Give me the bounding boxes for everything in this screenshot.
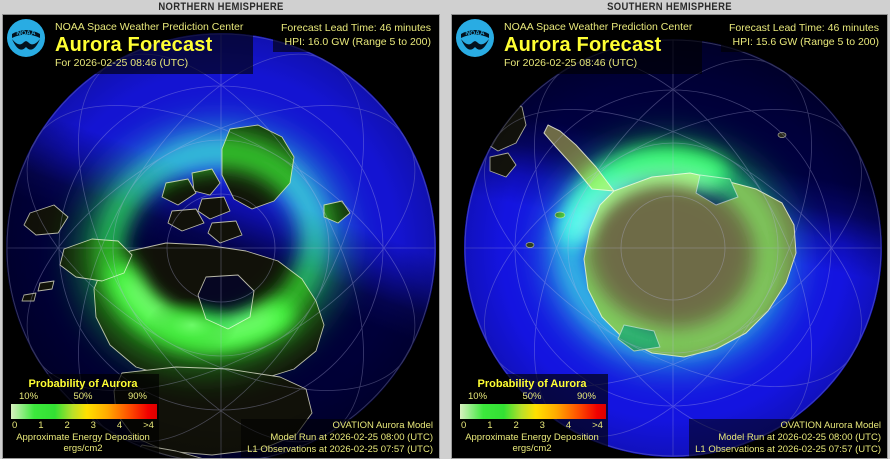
legend-footer-line1: Approximate Energy Deposition	[465, 432, 599, 443]
panel-title-northern: NORTHERN HEMISPHERE	[32, 0, 410, 14]
legend-pct-low: 10%	[468, 391, 488, 402]
legend-tick: 3	[90, 420, 96, 431]
l1-observations: L1 Observations at 2026-02-25 07:57 (UTC…	[247, 444, 433, 455]
valid-time: For 2026-02-25 08:46 (UTC)	[55, 57, 189, 69]
l1-observations: L1 Observations at 2026-02-25 07:57 (UTC…	[695, 444, 881, 455]
legend-tick: 3	[539, 420, 545, 431]
legend-tick: 2	[513, 420, 519, 431]
legend-tick: 2	[64, 420, 70, 431]
legend-colorbar	[11, 404, 157, 419]
legend-pct-high: 90%	[576, 391, 596, 402]
legend-tick-labels: 0 1 2 3 4 >4	[460, 419, 604, 432]
legend-tick: 1	[38, 420, 44, 431]
noaa-logo-icon: NOAA	[456, 19, 494, 57]
forecast-lead-time: Forecast Lead Time: 46 minutes	[281, 22, 431, 34]
legend-colorbar	[460, 404, 606, 419]
noaa-logo-text: NOAA	[465, 30, 484, 37]
legend-footer-line2: ergs/cm2	[512, 443, 552, 454]
model-run-time: Model Run at 2026-02-25 08:00 (UTC)	[270, 432, 433, 443]
legend-pct-mid: 50%	[522, 391, 542, 402]
header-right-southern: Forecast Lead Time: 46 minutes HPI: 15.6…	[721, 19, 883, 52]
panel-title-southern: SOUTHERN HEMISPHERE	[481, 0, 858, 14]
page-title: Aurora Forecast	[55, 34, 213, 56]
legend-footer-line2: ergs/cm2	[63, 443, 103, 454]
header-right-northern: Forecast Lead Time: 46 minutes HPI: 16.0…	[273, 19, 435, 52]
attribution-northern: OVATION Aurora Model Model Run at 2026-0…	[241, 419, 436, 457]
page-title: Aurora Forecast	[504, 34, 662, 56]
model-run-time: Model Run at 2026-02-25 08:00 (UTC)	[718, 432, 881, 443]
hemispheric-power-index: HPI: 15.6 GW (Range 5 to 200)	[732, 36, 880, 48]
model-name: OVATION Aurora Model	[780, 420, 882, 431]
legend-tick: >4	[143, 420, 154, 431]
legend-tick: 4	[565, 420, 572, 431]
legend-pct-low: 10%	[19, 391, 39, 402]
legend-footer-line1: Approximate Energy Deposition	[16, 432, 150, 443]
legend-tick: 0	[461, 420, 467, 431]
legend-pct-mid: 50%	[73, 391, 93, 402]
panel-northern-hemisphere: NORTHERN HEMISPHERE	[2, 0, 440, 459]
legend-tick: 4	[116, 420, 123, 431]
legend-pct-high: 90%	[127, 391, 147, 402]
legend-northern: Probability of Aurora 10% 50% 90% 0 1 2 …	[7, 374, 159, 456]
forecast-lead-time: Forecast Lead Time: 46 minutes	[729, 22, 879, 34]
model-name: OVATION Aurora Model	[332, 420, 434, 431]
legend-tick: >4	[592, 420, 603, 431]
attribution-southern: OVATION Aurora Model Model Run at 2026-0…	[689, 419, 884, 457]
agency-name: NOAA Space Weather Prediction Center	[504, 21, 693, 33]
legend-tick: 1	[487, 420, 493, 431]
globe-frame-southern: NOAA NOAA Space Weather Prediction Cente…	[451, 14, 888, 459]
legend-title: Probability of Aurora	[477, 378, 587, 390]
agency-name: NOAA Space Weather Prediction Center	[55, 21, 244, 33]
legend-southern: Probability of Aurora 10% 50% 90% 0 1 2 …	[456, 374, 608, 456]
noaa-logo-text: NOAA	[16, 30, 35, 37]
hemispheric-power-index: HPI: 16.0 GW (Range 5 to 200)	[284, 36, 432, 48]
legend-percent-labels: 10% 50% 90%	[460, 391, 604, 403]
legend-tick-labels: 0 1 2 3 4 >4	[11, 419, 155, 432]
valid-time: For 2026-02-25 08:46 (UTC)	[504, 57, 638, 69]
legend-percent-labels: 10% 50% 90%	[11, 391, 155, 403]
panel-southern-hemisphere: SOUTHERN HEMISPHERE	[445, 0, 890, 459]
globe-frame-northern: NOAA NOAA Space Weather Prediction Cente…	[2, 14, 440, 459]
legend-tick: 0	[12, 420, 18, 431]
noaa-logo-icon: NOAA	[7, 19, 45, 57]
legend-title: Probability of Aurora	[28, 378, 138, 390]
